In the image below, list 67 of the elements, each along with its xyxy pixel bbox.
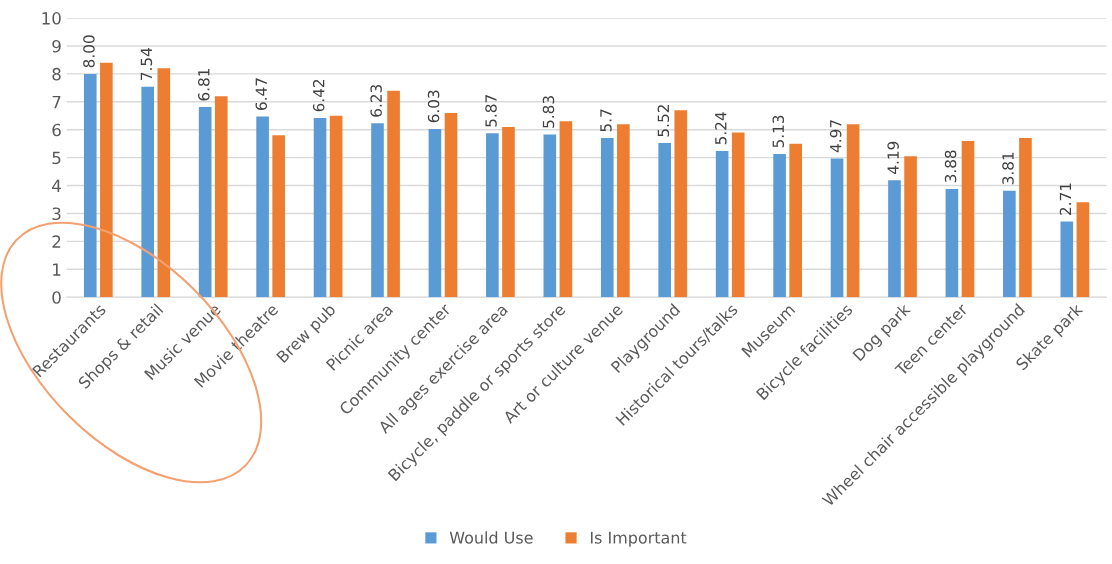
bar xyxy=(773,154,786,298)
bar xyxy=(658,143,672,298)
bar xyxy=(789,143,802,298)
bar xyxy=(945,188,959,298)
legend-label: Is Important xyxy=(590,531,687,547)
y-tick-label: 3 xyxy=(52,207,61,221)
bar xyxy=(1060,221,1074,298)
data-label: 5.83 xyxy=(542,96,555,128)
data-label: 4.97 xyxy=(829,120,842,153)
y-tick-label: 8 xyxy=(52,67,61,81)
bar xyxy=(731,132,745,298)
bar xyxy=(329,115,343,298)
bar xyxy=(543,134,557,298)
bar xyxy=(600,138,614,298)
bar xyxy=(888,180,901,298)
data-label: 6.03 xyxy=(427,90,440,123)
data-label: 5.13 xyxy=(772,115,785,148)
y-tick-label: 6 xyxy=(52,123,61,137)
bar xyxy=(371,123,384,298)
bar xyxy=(502,126,515,298)
bar xyxy=(444,112,458,298)
bar xyxy=(157,68,171,298)
data-label: 3.88 xyxy=(944,150,957,183)
bar xyxy=(83,73,97,298)
bar xyxy=(272,135,285,298)
data-label: 4.19 xyxy=(887,141,899,174)
bar xyxy=(559,121,573,298)
bar xyxy=(961,140,975,298)
data-label: 6.42 xyxy=(312,79,325,112)
y-tick-label: 4 xyxy=(52,179,61,192)
bar xyxy=(1019,138,1032,298)
bar xyxy=(617,124,630,298)
bar xyxy=(830,158,844,298)
bar xyxy=(486,133,499,298)
bar xyxy=(428,128,442,298)
bar xyxy=(214,96,228,298)
y-tick-label: 9 xyxy=(52,39,61,53)
bar xyxy=(1003,190,1016,298)
y-tick-label: 2 xyxy=(52,235,61,248)
bar xyxy=(1076,202,1090,298)
y-tick-label: 5 xyxy=(52,151,61,165)
data-label: 3.81 xyxy=(1002,152,1014,185)
data-label: 5.87 xyxy=(485,95,497,127)
legend-label: Would Use xyxy=(449,531,533,544)
data-label: 5.52 xyxy=(657,105,670,137)
bar xyxy=(256,116,269,298)
bar xyxy=(313,117,327,298)
y-tick-label: 10 xyxy=(42,12,61,25)
bar xyxy=(674,110,688,298)
y-tick-label: 7 xyxy=(52,95,61,109)
bar xyxy=(198,107,212,298)
bar xyxy=(141,86,155,298)
y-tick-label: 1 xyxy=(53,263,61,276)
data-label: 8.00 xyxy=(83,35,95,68)
y-tick-label: 0 xyxy=(52,291,61,304)
data-label: 5.24 xyxy=(715,112,727,145)
bar xyxy=(715,150,729,298)
data-label: 6.23 xyxy=(370,84,382,117)
bar xyxy=(387,90,400,298)
data-label: 6.47 xyxy=(255,78,268,110)
data-label: 5.7 xyxy=(600,109,612,132)
bar xyxy=(904,156,917,298)
data-label: 7.54 xyxy=(140,48,153,80)
data-label: 6.81 xyxy=(198,68,210,101)
data-label: 2.71 xyxy=(1059,183,1072,215)
bar xyxy=(846,124,860,298)
bar xyxy=(100,62,113,298)
